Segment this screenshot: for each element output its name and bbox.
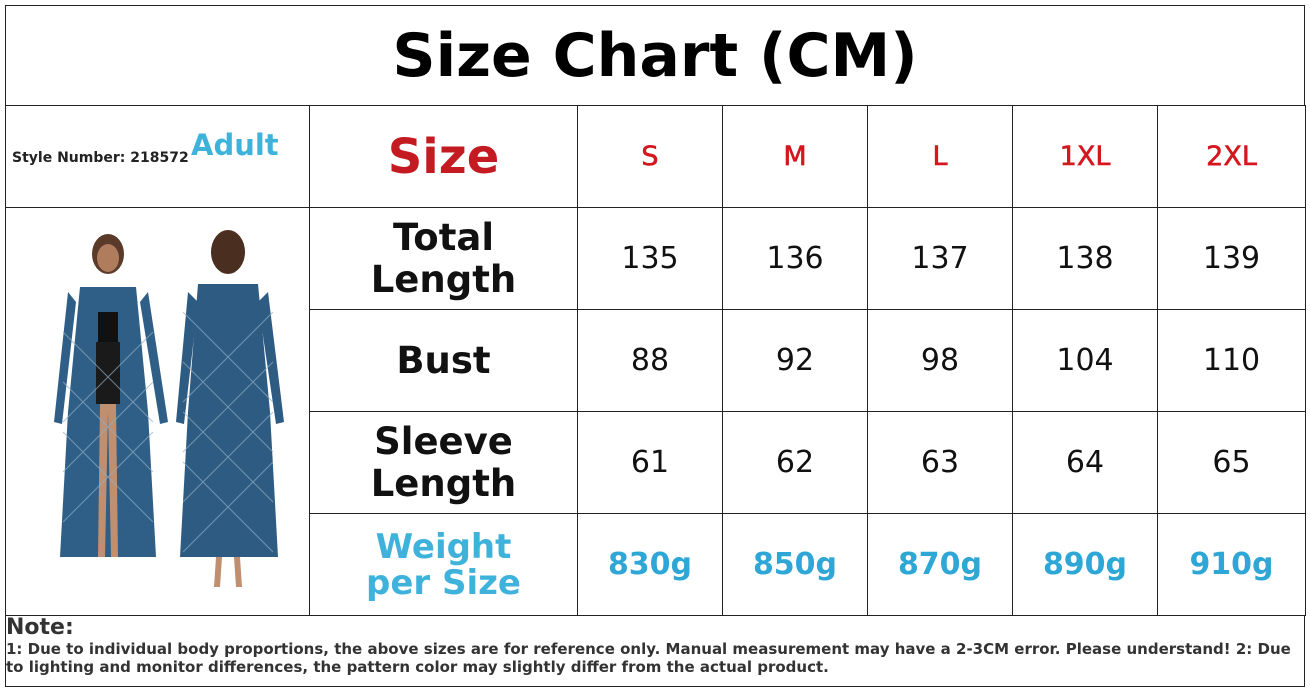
measurement: 138 [1012, 207, 1158, 310]
measurement: 890g [1012, 513, 1158, 616]
measurement: 136 [722, 207, 868, 310]
measurement: 850g [722, 513, 868, 616]
measurement: 910g [1157, 513, 1306, 616]
row-label: Sleeve Length [309, 411, 578, 514]
note-text: 1: Due to individual body proportions, t… [6, 640, 1291, 676]
size-label: M [722, 105, 868, 208]
note-border [5, 615, 1305, 687]
style-cell: Style Number: 218572 Adult [5, 105, 310, 208]
measurement: 64 [1012, 411, 1158, 514]
row-label: Weight per Size [309, 513, 578, 616]
row-label: Total Length [309, 207, 578, 310]
note-label: Note: [6, 615, 74, 640]
measurement: 870g [867, 513, 1013, 616]
measurement: 137 [867, 207, 1013, 310]
title: Size Chart (CM) [5, 5, 1305, 106]
size-label: 1XL [1012, 105, 1158, 208]
size-label: S [577, 105, 723, 208]
measurement: 104 [1012, 309, 1158, 412]
measurement: 92 [722, 309, 868, 412]
coat-illustration [53, 229, 284, 587]
back-figure [175, 229, 284, 587]
measurement: 110 [1157, 309, 1306, 412]
measurement: 65 [1157, 411, 1306, 514]
measurement: 98 [867, 309, 1013, 412]
note: Note: 1: Due to individual body proporti… [6, 615, 1296, 677]
size-label: L [867, 105, 1013, 208]
size-header: Size [309, 105, 578, 208]
measurement: 62 [722, 411, 868, 514]
measurement: 139 [1157, 207, 1306, 310]
measurement: 135 [577, 207, 723, 310]
product-image [5, 207, 310, 616]
measurement: 830g [577, 513, 723, 616]
style-number: Style Number: 218572 [12, 150, 189, 166]
row-label: Bust [309, 309, 578, 412]
measurement: 63 [867, 411, 1013, 514]
audience: Adult [191, 128, 279, 162]
size-label: 2XL [1157, 105, 1306, 208]
measurement: 61 [577, 411, 723, 514]
measurement: 88 [577, 309, 723, 412]
front-figure [53, 233, 168, 557]
